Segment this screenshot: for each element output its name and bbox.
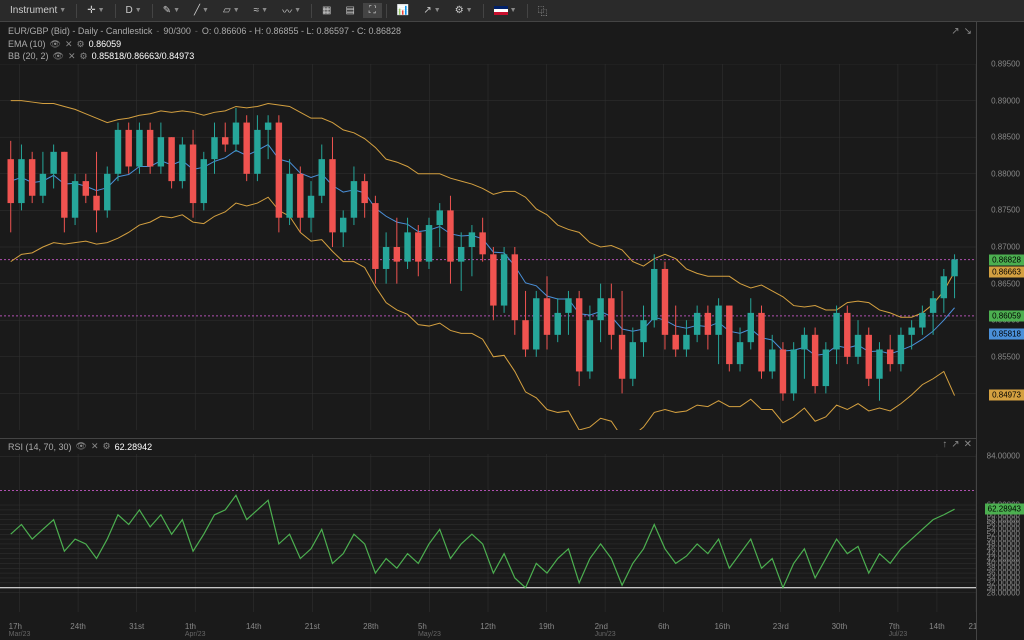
layers-tool[interactable]: ▦ [316, 3, 337, 18]
time-tick: 21st [305, 622, 320, 631]
settings-tool[interactable]: ⚙▼ [449, 3, 479, 18]
rsi-price-tag: 62.28943 [985, 504, 1024, 515]
rsi-close-icon[interactable]: ✕ [964, 439, 972, 450]
share-tool[interactable]: ↗▼ [417, 3, 446, 18]
toolbar: Instrument▼ ✛▼ D▼ ✎▼ ╱▼ ▱▼ ≈▼ 〰▼ ▦ ▤ ⛶ 📊… [0, 0, 1024, 22]
rsi-settings-icon[interactable]: ⚙ [103, 441, 111, 452]
y-axis-label: 0.87000 [991, 243, 1020, 252]
draw-tool[interactable]: ✎▼ [157, 3, 186, 18]
rsi-y-label: 84.00000 [987, 452, 1020, 461]
grid-tool[interactable]: ▤ [339, 3, 360, 18]
time-tick: 14th [929, 622, 945, 631]
price-tag: 0.86059 [989, 310, 1024, 321]
rsi-remove-icon[interactable]: ✕ [91, 441, 99, 452]
price-tag: 0.86828 [989, 254, 1024, 265]
time-tick: 31st [129, 622, 144, 631]
flag-dropdown[interactable]: ▼ [488, 4, 523, 17]
time-tick: 24th [70, 622, 86, 631]
cursor-tool[interactable]: ✛▼ [81, 3, 110, 18]
y-axis-label: 0.89500 [991, 60, 1020, 69]
time-tick: 17hMar/23 [9, 622, 31, 638]
price-tag: 0.84973 [989, 390, 1024, 401]
rsi-move-up-icon[interactable]: ↑ [942, 439, 947, 450]
instrument-dropdown[interactable]: Instrument▼ [4, 3, 72, 18]
rsi-expand-icon[interactable]: ↗ [951, 439, 959, 450]
time-axis: 17hMar/23 24th 31st 1thApr/23 14th 21st 28th 5h… [0, 622, 976, 640]
chart-container: RSI (14, 70, 30) 👁 ✕ ⚙ 62.28942 ↑ ↗ ✕ 17… [0, 22, 976, 640]
wave-tool[interactable]: 〰▼ [276, 1, 307, 20]
time-tick: 28th [363, 622, 379, 631]
y-axis-label: 0.87500 [991, 206, 1020, 215]
time-tick: 1thApr/23 [185, 622, 206, 638]
rsi-chart[interactable] [0, 454, 976, 630]
y-axis: 0.850000.855000.860000.865000.870000.875… [976, 22, 1024, 640]
time-tick: 6th [658, 622, 669, 631]
rsi-header: RSI (14, 70, 30) 👁 ✕ ⚙ 62.28942 ↑ ↗ ✕ [0, 438, 976, 454]
time-tick: 19th [539, 622, 555, 631]
time-tick: 2ndJun/23 [595, 622, 616, 638]
fib-tool[interactable]: ≈▼ [248, 3, 274, 18]
line-tool[interactable]: ╱▼ [188, 3, 215, 18]
y-axis-label: 0.89000 [991, 96, 1020, 105]
layout-tool[interactable]: ⛶ [363, 3, 382, 18]
main-price-chart[interactable] [0, 64, 976, 430]
interval-dropdown[interactable]: D▼ [120, 3, 148, 18]
uk-flag-icon [494, 6, 508, 15]
time-tick: 7thJul/23 [889, 622, 908, 638]
time-tick: 5hMay/23 [418, 622, 441, 638]
time-tick: 30th [832, 622, 848, 631]
rsi-label: RSI (14, 70, 30) [8, 442, 72, 452]
y-axis-label: 0.85500 [991, 352, 1020, 361]
shape-tool[interactable]: ▱▼ [217, 3, 246, 18]
y-axis-label: 0.88500 [991, 133, 1020, 142]
time-tick: 12th [480, 622, 496, 631]
time-tick: 14th [246, 622, 262, 631]
price-tag: 0.85818 [989, 328, 1024, 339]
time-tick: 16th [714, 622, 730, 631]
time-tick: 23rd [773, 622, 789, 631]
indicator-tool[interactable]: 📊 [391, 3, 415, 18]
copy-tool[interactable]: ⿻ [532, 1, 554, 20]
price-tag: 0.86663 [989, 266, 1024, 277]
y-axis-label: 0.86500 [991, 279, 1020, 288]
y-axis-label: 0.88000 [991, 169, 1020, 178]
rsi-visibility-icon[interactable]: 👁 [76, 441, 87, 452]
